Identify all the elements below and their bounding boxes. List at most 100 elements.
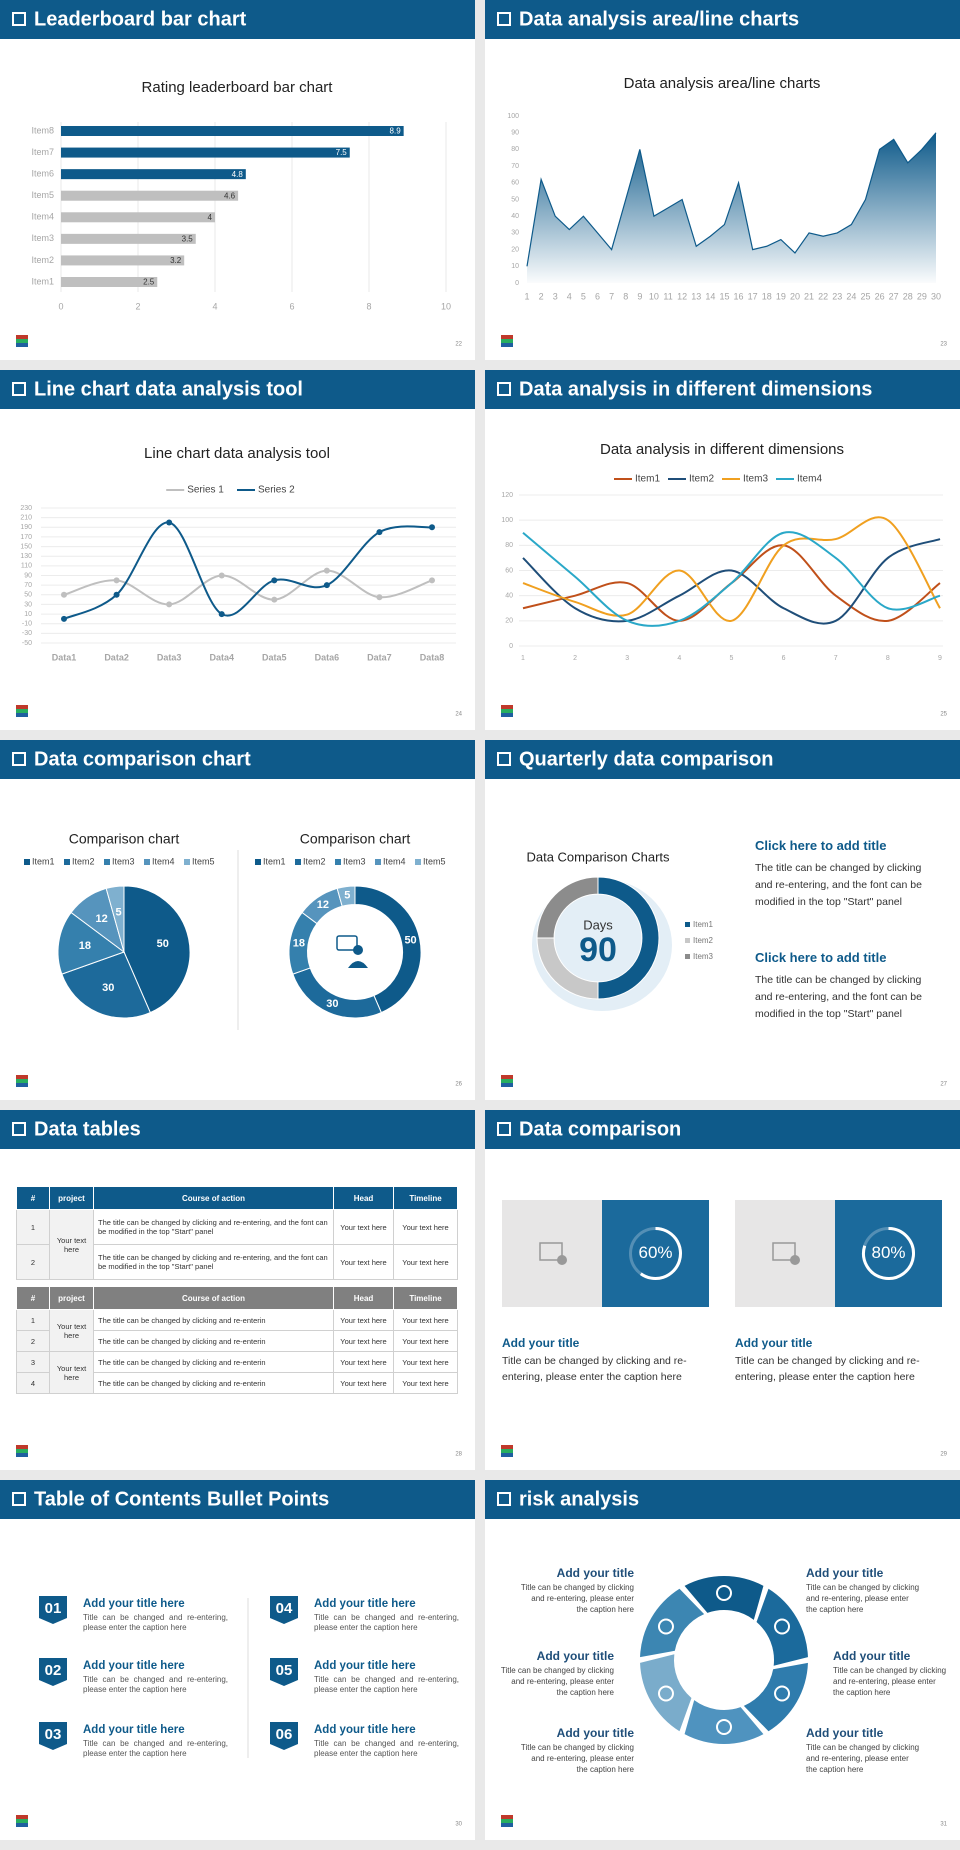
segment-icon [716,1585,732,1601]
project-cell: Your text here [49,1209,94,1280]
project-cell: Your text here [49,1351,94,1394]
slice [354,885,422,1014]
header-cell: Head [333,1286,394,1310]
y-tick-label: 20 [505,618,513,625]
legend-label: Item2 [693,936,714,945]
series-line [522,531,941,627]
slide-canvas: Data comparison 29 60% 80% [485,1110,960,1458]
x-tick-label: 10 [441,301,451,311]
page-number: 22 [455,342,462,348]
y-tick-label: Item1 [31,276,54,286]
x-tick-label: 15 [719,291,729,301]
badge [39,1658,67,1686]
legend-swatch [24,859,30,865]
item-text: Title can be changed and re-entering, pl… [314,1613,459,1632]
block-title: Click here to add title [755,950,887,965]
timeline-cell: Your text here [393,1372,458,1394]
logo-part [501,1449,513,1453]
project-cell: Your text here [49,1309,94,1352]
x-tick-label: 13 [691,291,701,301]
legend-swatch [335,859,341,865]
number-cell: 1 [16,1209,50,1245]
header-row: # project Course of action Head Timeline [16,1286,458,1310]
y-tick-label: 10 [511,263,519,270]
chart-title: Comparison chart [69,831,180,847]
table-row: 2 The title can be changed by clicking an… [16,1244,458,1280]
x-tick-label: Data7 [367,652,392,662]
bar [61,169,246,180]
timeline-cell: Your text here [393,1309,458,1331]
header-cell: Timeline [393,1286,458,1310]
x-tick-label: 4 [677,655,681,662]
x-tick-label: Data4 [209,652,234,662]
block-text: The title can be changed by clicking and… [755,862,922,908]
y-tick-label: Item4 [31,212,54,222]
legend-swatch [104,859,110,865]
image-box [735,1200,835,1307]
slide: Data tables 28 # project Course of action Hea… [0,1110,475,1470]
logo-part [16,1083,28,1087]
x-tick-label: 11 [663,291,672,301]
ring-arc [639,1227,682,1280]
x-tick-label: 29 [917,291,927,301]
icon-part [348,961,368,968]
header-cell: project [49,1286,94,1310]
header-cell: project [49,1186,94,1210]
x-tick-label: 0 [58,301,63,311]
legend-swatch [415,859,421,865]
header-cell: Timeline [393,1186,458,1210]
legend-label: Series 1 [187,485,224,496]
badge [270,1658,298,1686]
logo-part [16,713,28,717]
x-tick-label: 25 [860,291,870,301]
legend-label: Item2 [689,474,714,485]
chart-title: Data Comparison Charts [526,849,670,864]
segment-icon [716,1719,732,1735]
item-title: Add your title [502,1336,580,1350]
x-tick-label: 12 [677,291,687,301]
point [218,611,225,618]
header-cell: # [16,1286,50,1310]
legend-swatch [685,922,690,927]
x-tick-label: 22 [818,291,828,301]
legend-label: Item3 [343,856,366,866]
y-tick-label: 40 [505,593,513,600]
y-tick-label: 210 [20,514,32,521]
slice-label: 18 [293,937,305,949]
data-table: # project Course of action Head Timeline 1 You… [16,1286,458,1394]
bar [61,190,239,201]
slice-label: 12 [317,899,329,911]
x-tick-label: 3 [553,291,558,301]
page-number: 30 [455,1822,462,1828]
slide: Data analysis in different dimensions 25 D… [485,370,960,730]
head-cell: Your text here [333,1244,394,1280]
page-number: 29 [940,1452,947,1458]
value-label: 60% [638,1243,672,1262]
slide: risk analysis 31 Add your title Title can b… [485,1480,960,1840]
x-tick-label: 28 [903,291,913,301]
y-tick-label: 90 [511,130,519,137]
ring-segment [684,1700,764,1744]
header-icon [497,382,511,396]
slide-canvas: Table of Contents Bullet Points 30 01 02 03 0… [0,1480,475,1828]
badge [39,1596,67,1624]
y-tick-label: 20 [511,246,519,253]
badge-number: 06 [276,1726,293,1743]
logo-part [16,1449,28,1453]
badge [270,1722,298,1750]
x-tick-label: Data2 [104,652,129,662]
y-tick-label: 100 [501,517,513,524]
point [376,594,383,601]
legend-swatch [685,954,690,959]
y-tick-label: 40 [511,213,519,220]
y-tick-label: Item2 [31,255,54,265]
page-number: 28 [455,1452,462,1458]
header-bar [485,1480,960,1519]
item-text: Title can be changed by clicking and re-… [806,1583,920,1614]
ring-segment [684,1576,764,1620]
series-line [522,538,941,625]
header-icon [497,1122,511,1136]
y-tick-label: 30 [511,230,519,237]
x-tick-label: 9 [637,291,642,301]
header-bar [485,0,960,39]
